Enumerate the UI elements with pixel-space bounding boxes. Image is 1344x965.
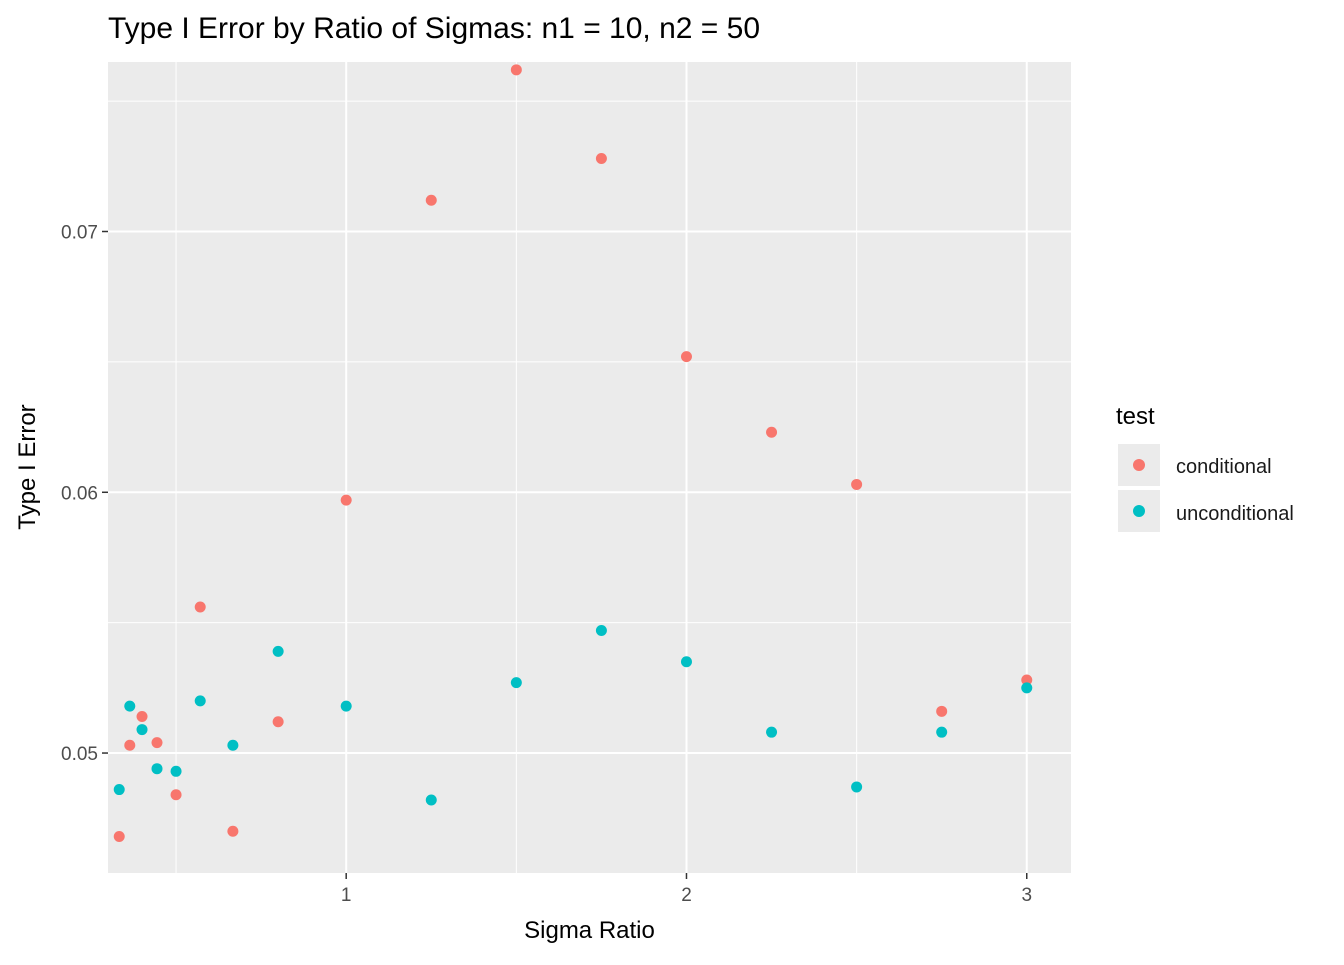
- chart-title: Type I Error by Ratio of Sigmas: n1 = 10…: [108, 12, 760, 45]
- data-point-unconditional: [272, 645, 284, 657]
- legend-key-unconditional-point: [1133, 505, 1145, 517]
- data-point-unconditional: [113, 784, 125, 796]
- major-gridlines: [108, 62, 1071, 873]
- legend: test conditional unconditional: [1116, 403, 1294, 532]
- data-point-conditional: [227, 825, 239, 837]
- y-axis-label: Type I Error: [14, 404, 41, 529]
- x-tick-label: 2: [681, 885, 692, 906]
- data-point-unconditional: [936, 726, 948, 738]
- legend-label-unconditional: unconditional: [1176, 503, 1294, 525]
- data-point-unconditional: [680, 656, 692, 668]
- legend-label-conditional: conditional: [1176, 456, 1272, 478]
- data-point-conditional: [113, 830, 125, 842]
- data-point-conditional: [510, 64, 522, 76]
- data-point-unconditional: [766, 726, 778, 738]
- x-axis-label: Sigma Ratio: [524, 917, 655, 944]
- data-point-conditional: [936, 705, 948, 717]
- y-axis-ticks: 0.05 0.06 0.07: [61, 223, 108, 765]
- data-point-conditional: [340, 494, 352, 506]
- data-point-conditional: [124, 739, 136, 751]
- data-point-unconditional: [136, 724, 148, 736]
- data-point-unconditional: [124, 700, 136, 712]
- data-point-unconditional: [194, 695, 206, 707]
- legend-key-conditional-point: [1133, 459, 1145, 471]
- data-point-conditional: [425, 194, 437, 206]
- data-point-conditional: [1021, 674, 1033, 686]
- data-point-unconditional: [595, 624, 607, 636]
- legend-title: test: [1116, 403, 1155, 430]
- data-points: [113, 64, 1033, 842]
- data-point-conditional: [194, 601, 206, 613]
- y-tick-label: 0.07: [61, 223, 98, 244]
- data-point-conditional: [272, 716, 284, 728]
- data-point-unconditional: [851, 781, 863, 793]
- data-point-conditional: [851, 478, 863, 490]
- data-point-unconditional: [151, 763, 163, 775]
- data-point-conditional: [766, 426, 778, 438]
- data-point-unconditional: [227, 739, 239, 751]
- plot-panel: [108, 62, 1071, 873]
- data-point-conditional: [595, 152, 607, 164]
- x-axis-ticks: 1 2 3: [341, 873, 1032, 906]
- y-tick-label: 0.06: [61, 483, 98, 504]
- data-point-unconditional: [425, 794, 437, 806]
- y-tick-label: 0.05: [61, 744, 98, 765]
- data-point-unconditional: [510, 677, 522, 689]
- data-point-conditional: [680, 351, 692, 363]
- x-tick-label: 3: [1021, 885, 1032, 906]
- minor-gridlines: [108, 62, 1071, 873]
- data-point-conditional: [170, 789, 182, 801]
- data-point-conditional: [136, 711, 148, 723]
- data-point-conditional: [151, 737, 163, 749]
- data-point-unconditional: [340, 700, 352, 712]
- data-point-unconditional: [1021, 682, 1033, 694]
- data-point-unconditional: [170, 765, 182, 777]
- x-tick-label: 1: [341, 885, 352, 906]
